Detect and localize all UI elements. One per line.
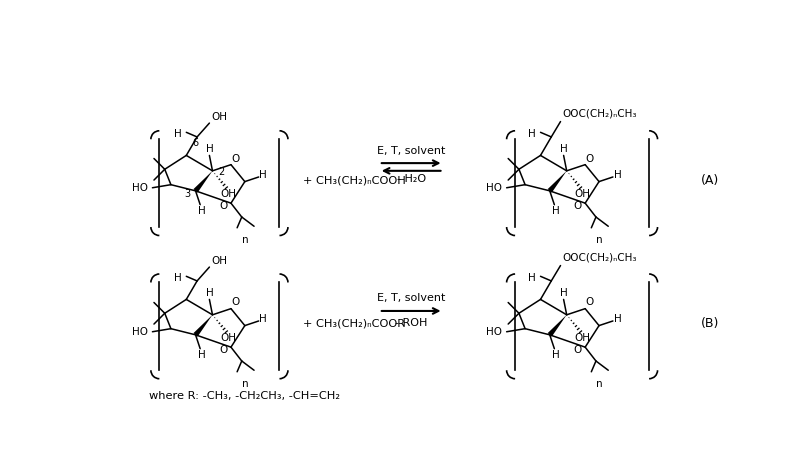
Text: HO: HO — [132, 327, 148, 337]
Text: E, T, solvent: E, T, solvent — [377, 146, 445, 156]
Text: HO: HO — [486, 327, 502, 337]
Text: O: O — [574, 201, 582, 211]
Text: + CH₃(CH₂)ₙCOOR: + CH₃(CH₂)ₙCOOR — [303, 318, 405, 328]
Text: H: H — [560, 288, 567, 298]
Text: O: O — [219, 201, 228, 211]
Text: OH: OH — [220, 333, 236, 343]
Text: H: H — [552, 206, 560, 216]
Text: OH: OH — [574, 189, 590, 199]
Text: OH: OH — [211, 256, 227, 266]
Text: HO: HO — [132, 183, 148, 193]
Text: 3: 3 — [184, 189, 191, 199]
Text: H: H — [614, 171, 621, 180]
Text: OH: OH — [211, 112, 227, 122]
Text: O: O — [219, 345, 228, 355]
Text: H: H — [205, 288, 214, 298]
Text: H: H — [205, 144, 214, 154]
Text: (B): (B) — [701, 317, 719, 330]
Text: H: H — [528, 129, 536, 139]
Text: H: H — [198, 206, 205, 216]
Text: H: H — [174, 273, 182, 283]
Text: 6: 6 — [193, 138, 199, 148]
Text: n: n — [595, 235, 603, 245]
Text: OH: OH — [220, 189, 236, 199]
Polygon shape — [548, 315, 566, 337]
Text: OOC(CH₂)ₙCH₃: OOC(CH₂)ₙCH₃ — [562, 253, 637, 263]
Text: O: O — [574, 345, 582, 355]
Text: O: O — [586, 154, 594, 164]
Text: E, T, solvent: E, T, solvent — [377, 293, 445, 303]
Text: OOC(CH₂)ₙCH₃: OOC(CH₂)ₙCH₃ — [562, 109, 637, 119]
Text: H: H — [260, 314, 267, 325]
Text: n: n — [595, 379, 603, 389]
Text: n: n — [242, 235, 248, 245]
Text: OH: OH — [574, 333, 590, 343]
Text: H: H — [174, 129, 182, 139]
Text: - ROH: - ROH — [395, 318, 427, 328]
Text: (A): (A) — [701, 173, 719, 187]
Text: O: O — [231, 297, 239, 307]
Text: HO: HO — [486, 183, 502, 193]
Text: n: n — [242, 379, 248, 389]
Text: where R: -CH₃, -CH₂CH₃, -CH=CH₂: where R: -CH₃, -CH₂CH₃, -CH=CH₂ — [150, 390, 341, 401]
Text: O: O — [586, 297, 594, 307]
Text: 2: 2 — [218, 167, 225, 177]
Text: H: H — [560, 144, 567, 154]
Text: H: H — [528, 273, 536, 283]
Polygon shape — [193, 315, 213, 337]
Polygon shape — [193, 171, 213, 193]
Text: H: H — [552, 350, 560, 360]
Text: H: H — [260, 171, 267, 180]
Text: H: H — [614, 314, 621, 325]
Text: + CH₃(CH₂)ₙCOOH: + CH₃(CH₂)ₙCOOH — [303, 175, 406, 185]
Polygon shape — [548, 171, 566, 193]
Text: O: O — [231, 154, 239, 164]
Text: - H₂O: - H₂O — [396, 173, 426, 183]
Text: H: H — [198, 350, 205, 360]
